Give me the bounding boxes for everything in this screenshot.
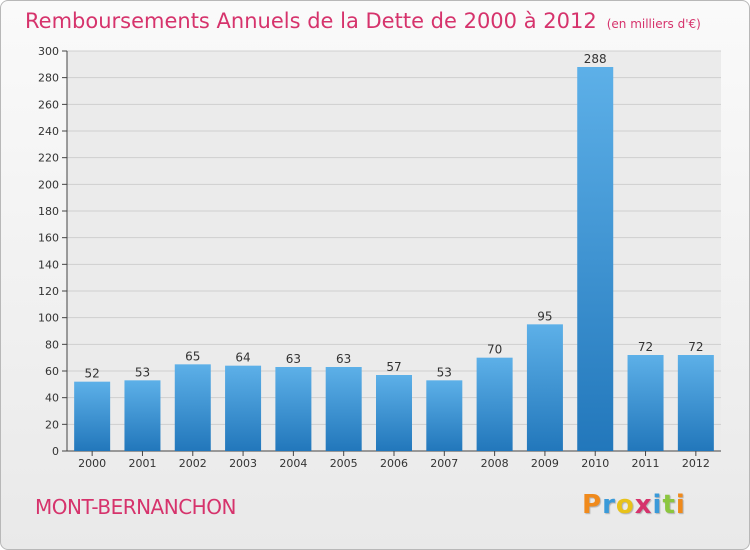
x-tick-label: 2000 — [78, 457, 106, 470]
bar — [124, 380, 161, 451]
logo-letter: t — [662, 490, 676, 520]
bar-value-label: 53 — [437, 365, 452, 379]
bar-value-label: 72 — [688, 340, 703, 354]
y-tick-label: 260 — [38, 98, 59, 111]
y-tick-label: 20 — [45, 418, 59, 431]
proxiti-logo: Proxiti — [582, 490, 686, 520]
bar — [627, 355, 664, 451]
x-tick-label: 2001 — [128, 457, 156, 470]
chart-title: Remboursements Annuels de la Dette de 20… — [25, 9, 701, 33]
y-tick-label: 300 — [38, 45, 59, 58]
x-tick-label: 2011 — [632, 457, 660, 470]
y-tick-label: 120 — [38, 285, 59, 298]
bar — [74, 381, 111, 451]
y-tick-label: 160 — [38, 232, 59, 245]
bar — [677, 355, 714, 451]
y-tick-label: 220 — [38, 152, 59, 165]
bar-value-label: 63 — [286, 352, 301, 366]
bar-value-label: 70 — [487, 343, 502, 357]
x-tick-label: 2002 — [179, 457, 207, 470]
y-tick-label: 80 — [45, 338, 59, 351]
bar-value-label: 64 — [235, 351, 250, 365]
bar-value-label: 52 — [85, 367, 100, 381]
y-tick-label: 0 — [52, 445, 59, 458]
bar-value-label: 72 — [638, 340, 653, 354]
bar — [376, 375, 412, 451]
bar — [577, 67, 614, 451]
commune-name: MONT-BERNANCHON — [35, 495, 236, 519]
bar-value-label: 95 — [537, 309, 552, 323]
logo-letter: i — [675, 490, 686, 520]
bar — [275, 367, 312, 451]
logo-letter: i — [652, 490, 663, 520]
y-tick-label: 100 — [38, 312, 59, 325]
x-tick-label: 2010 — [581, 457, 609, 470]
bar-value-label: 288 — [584, 52, 607, 66]
x-tick-label: 2012 — [682, 457, 710, 470]
y-tick-label: 180 — [38, 205, 59, 218]
x-tick-label: 2009 — [531, 457, 559, 470]
bar-value-label: 53 — [135, 365, 150, 379]
y-tick-label: 140 — [38, 258, 59, 271]
x-tick-label: 2007 — [430, 457, 458, 470]
bar — [225, 365, 262, 451]
x-tick-label: 2006 — [380, 457, 408, 470]
x-tick-label: 2004 — [279, 457, 307, 470]
y-tick-label: 200 — [38, 178, 59, 191]
bar-value-label: 57 — [386, 360, 401, 374]
x-tick-label: 2005 — [330, 457, 358, 470]
y-tick-label: 240 — [38, 125, 59, 138]
chart-subtitle: (en milliers d'€) — [606, 17, 701, 31]
y-tick-label: 60 — [45, 365, 59, 378]
logo-letter: o — [615, 490, 635, 520]
x-tick-label: 2008 — [481, 457, 509, 470]
title-text: Remboursements Annuels de la Dette de 20… — [25, 9, 597, 33]
logo-letter: x — [634, 490, 653, 520]
logo-letter: r — [602, 490, 616, 520]
bar-value-label: 65 — [185, 349, 200, 363]
y-tick-label: 280 — [38, 72, 59, 85]
logo-letter: P — [582, 490, 603, 520]
bar — [174, 364, 211, 451]
y-tick-label: 40 — [45, 392, 59, 405]
x-tick-label: 2003 — [229, 457, 257, 470]
bar — [426, 380, 463, 451]
bar — [325, 367, 362, 451]
bar — [526, 324, 563, 451]
bar — [476, 357, 513, 451]
bar-value-label: 63 — [336, 352, 351, 366]
